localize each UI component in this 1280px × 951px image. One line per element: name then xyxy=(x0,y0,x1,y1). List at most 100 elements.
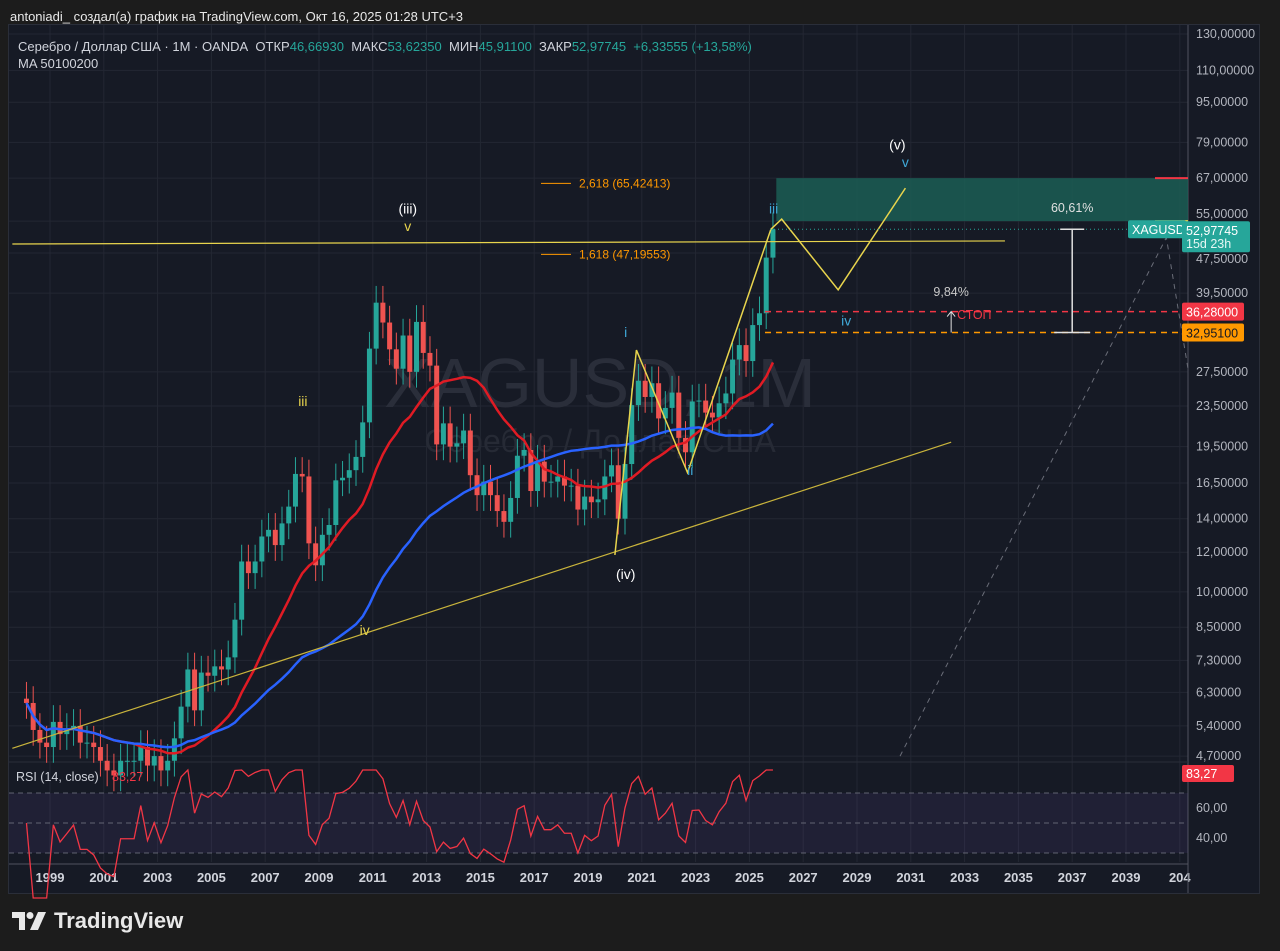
candle-body xyxy=(595,499,601,503)
price-tick-label: 8,50000 xyxy=(1196,620,1241,634)
candle-body xyxy=(622,464,628,519)
projection-path xyxy=(899,235,1189,757)
candle-body xyxy=(104,760,110,771)
candle-body xyxy=(353,456,359,471)
ma-legend[interactable]: MA 50100200 xyxy=(18,56,99,71)
time-tick-label: 2029 xyxy=(843,870,872,885)
candle-body xyxy=(709,412,715,418)
price-tick-label: 130,00000 xyxy=(1196,27,1255,41)
candle-body xyxy=(124,760,130,762)
time-tick-label: 2013 xyxy=(412,870,441,885)
candle-body xyxy=(84,742,90,744)
price-tick-label: 23,50000 xyxy=(1196,399,1248,413)
candle-body xyxy=(461,430,467,444)
candle-body xyxy=(185,669,191,707)
candle-body xyxy=(279,523,285,546)
candle-body xyxy=(454,443,460,447)
stop-label: СТОП xyxy=(957,308,991,322)
candle-body xyxy=(393,349,399,369)
open-label: ОТКР xyxy=(255,39,290,54)
candle-body xyxy=(171,738,177,761)
time-tick-label: 2009 xyxy=(305,870,334,885)
candle-body xyxy=(373,302,379,349)
target-zone xyxy=(776,178,1188,222)
rsi-line xyxy=(25,768,773,899)
high-value: 53,62350 xyxy=(387,39,442,54)
price-tick-label: 67,00000 xyxy=(1196,171,1248,185)
wave-label: iv xyxy=(360,622,370,638)
rsi-label: RSI (14, close) xyxy=(16,770,99,784)
candle-body xyxy=(340,477,346,481)
candle-body xyxy=(218,666,224,670)
candle-body xyxy=(555,476,561,482)
candle-body xyxy=(588,496,594,503)
candle-body xyxy=(387,322,393,350)
rsi-value-badge-text: 83,27 xyxy=(1186,767,1217,781)
close-label: ЗАКР xyxy=(539,39,572,54)
price-tick-label: 10,00000 xyxy=(1196,585,1248,599)
candle-body xyxy=(508,497,514,522)
candle-body xyxy=(252,561,258,574)
candle-body xyxy=(582,496,588,510)
time-tick-label: 2037 xyxy=(1058,870,1087,885)
low-label: МИН xyxy=(448,39,479,54)
price-tick-label: 95,00000 xyxy=(1196,95,1248,109)
candle-body xyxy=(158,756,164,771)
candle-body xyxy=(131,760,137,762)
symbol-name[interactable]: Серебро / Доллар США · 1M · OANDA xyxy=(18,39,249,54)
price-tick-label: 14,00000 xyxy=(1196,512,1248,526)
wave-label: iv xyxy=(841,313,851,329)
candle-body xyxy=(292,473,298,507)
candle-body xyxy=(118,760,124,776)
price-tick-label: 19,50000 xyxy=(1196,440,1248,454)
chart-credit: antoniadi_ создал(а) график на TradingVi… xyxy=(10,9,464,24)
candle-body xyxy=(333,480,339,525)
tradingview-logo: TradingView xyxy=(12,908,183,934)
wave-label: v xyxy=(902,154,909,170)
time-tick-label: 2039 xyxy=(1112,870,1141,885)
candle-body xyxy=(380,302,386,323)
candle-body xyxy=(306,476,312,544)
candle-body xyxy=(145,747,151,766)
candle-body xyxy=(427,352,433,366)
candle-body xyxy=(346,470,352,478)
candle-body xyxy=(535,461,541,492)
last-price-badge xyxy=(1182,221,1250,253)
candle-body xyxy=(514,455,520,498)
candle-body xyxy=(239,561,245,620)
symbol-legend: Серебро / Доллар США · 1M · OANDA ОТКР46… xyxy=(18,38,752,72)
wave-label: iii xyxy=(298,393,307,409)
candle-body xyxy=(266,529,272,537)
time-tick-label: 2025 xyxy=(735,870,764,885)
candle-body xyxy=(91,742,97,748)
wave-label: (iii) xyxy=(398,200,417,216)
price-level-badge xyxy=(1182,323,1244,342)
time-tick-label: 2005 xyxy=(197,870,226,885)
price-level-badge-text: 32,95100 xyxy=(1186,327,1238,341)
candle-body xyxy=(37,729,43,743)
price-level-badge-text: 36,28000 xyxy=(1186,306,1238,320)
low-value: 45,91100 xyxy=(478,39,532,54)
stop-percent-label: 9,84% xyxy=(933,285,968,299)
candle-body xyxy=(400,335,406,369)
time-tick-label: 2021 xyxy=(627,870,656,885)
stop-arrow-head xyxy=(946,310,956,317)
close-value: 52,97745 xyxy=(571,39,627,54)
candle-body xyxy=(528,449,534,492)
candle-body xyxy=(407,335,413,372)
time-tick-label: 2011 xyxy=(359,870,387,885)
candle-body xyxy=(111,770,117,776)
tradingview-logo-icon xyxy=(12,912,46,930)
candle-body xyxy=(716,403,722,418)
rsi-value: 83,27 xyxy=(112,770,143,784)
candle-body xyxy=(521,449,527,456)
watermark-description: Серебро / Доллар США xyxy=(424,423,776,459)
candle-body xyxy=(151,756,157,766)
wave-label: v xyxy=(404,218,411,234)
candle-body xyxy=(77,725,83,743)
price-level-badge xyxy=(1182,302,1244,321)
candle-body xyxy=(319,534,325,566)
time-tick-label: 2027 xyxy=(789,870,818,885)
candle-body xyxy=(568,485,574,487)
